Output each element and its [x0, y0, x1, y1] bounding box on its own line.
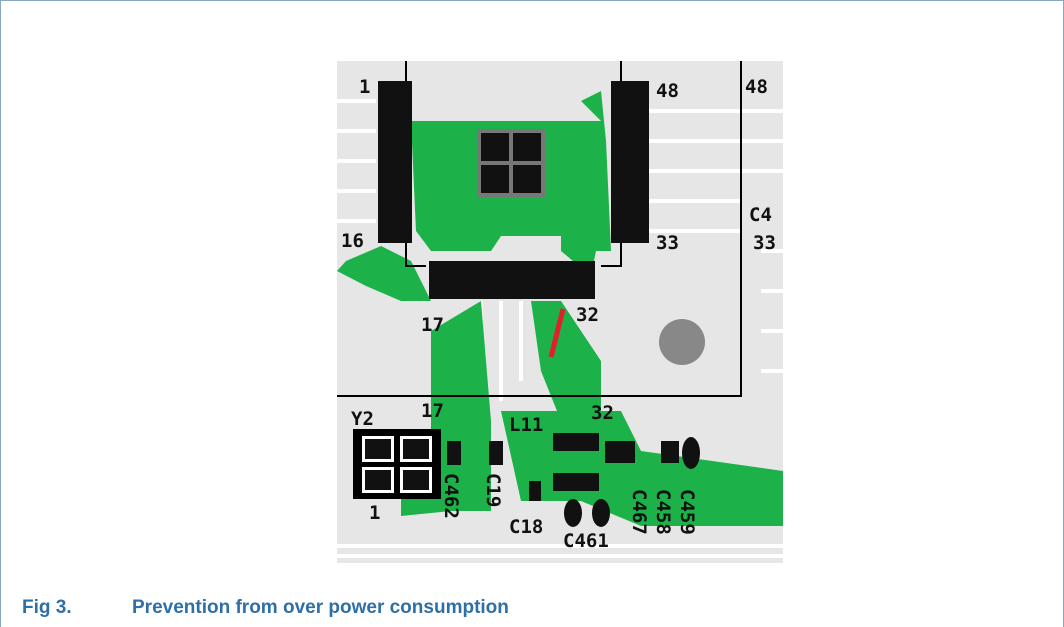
- board-label: 17: [421, 400, 444, 422]
- board-label: 48: [745, 76, 768, 98]
- pcb-image: 1 48 48 16 33 C4 33 17 32 Y2 17 L11 32 1…: [337, 61, 783, 563]
- board-label: 32: [576, 304, 599, 326]
- board-label: C462: [440, 473, 462, 519]
- board-label: C467: [628, 489, 650, 535]
- figure-number: Fig 3.: [22, 597, 72, 618]
- board-label: Y2: [351, 408, 374, 430]
- board-label: 33: [656, 232, 679, 254]
- board-label: L11: [509, 414, 543, 436]
- board-label: C19: [482, 473, 504, 507]
- board-label: C458: [652, 489, 674, 535]
- board-label: 16: [341, 230, 364, 252]
- board-label: 33: [753, 232, 776, 254]
- board-label: C461: [563, 530, 609, 552]
- board-label: C18: [509, 516, 543, 538]
- board-label: 1: [369, 502, 380, 524]
- board-label: 32: [591, 402, 614, 424]
- board-label: 48: [656, 80, 679, 102]
- board-label: 17: [421, 314, 444, 336]
- figure-caption: Prevention from over power consumption: [132, 597, 509, 618]
- board-label: C4: [749, 204, 772, 226]
- board-label: 1: [359, 76, 370, 98]
- board-label: C459: [676, 489, 698, 535]
